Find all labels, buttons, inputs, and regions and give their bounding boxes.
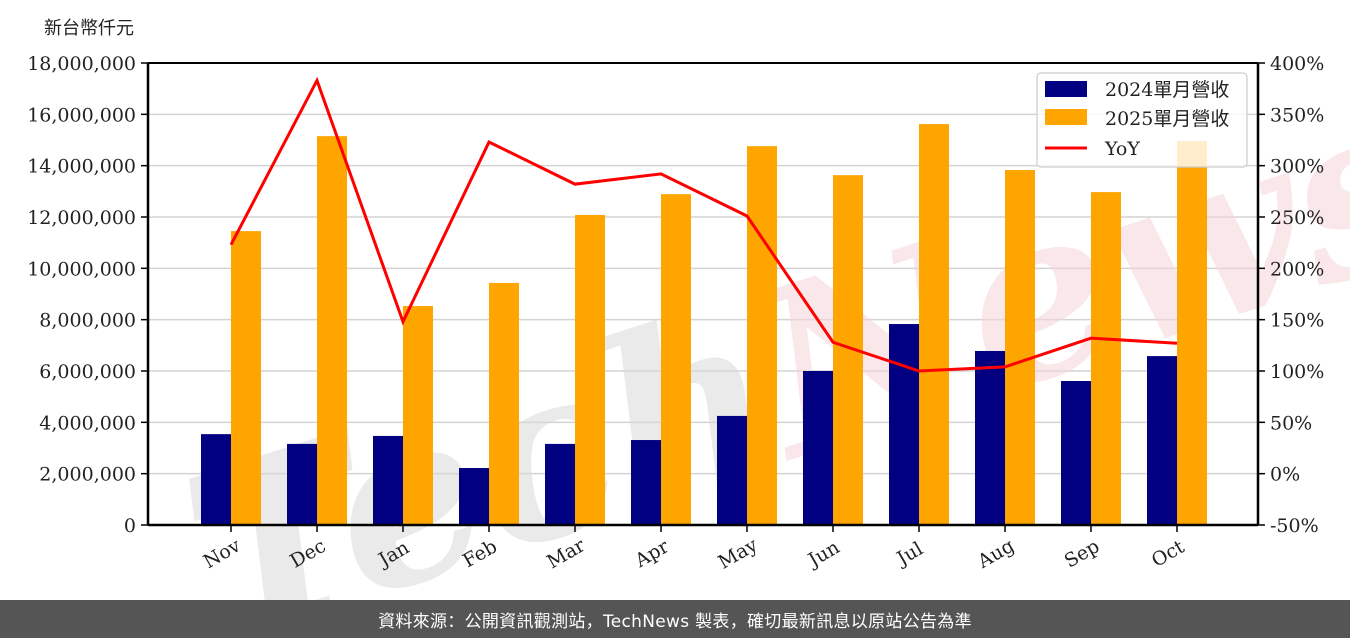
y-axis-unit-label: 新台幣仟元 [44, 18, 134, 39]
y-tick-label: 0 [124, 515, 136, 537]
source-footer: 資料來源：公開資訊觀測站，TechNews 製表，確切最新訊息以原站公告為準 [0, 600, 1350, 638]
y-right-tick-label: 350% [1270, 104, 1324, 126]
bar-2025-dec [317, 136, 347, 525]
y-right-tick-label: 150% [1270, 310, 1324, 332]
bar-2024-jun [803, 371, 833, 525]
bar-2024-mar [545, 443, 575, 525]
legend-swatch-2025 [1045, 109, 1087, 125]
bar-2024-feb [459, 468, 489, 525]
y-tick-label: 4,000,000 [39, 412, 136, 434]
bar-2025-jul [919, 124, 949, 525]
x-tick-label: Aug [973, 535, 1018, 574]
bar-2024-aug [975, 350, 1005, 525]
legend-swatch-2024 [1045, 81, 1087, 97]
y-right-tick-label: 250% [1270, 207, 1324, 229]
bar-2025-oct [1177, 141, 1207, 525]
bars [201, 124, 1207, 526]
x-tick-label: Sep [1061, 535, 1104, 572]
y-right-tick-label: -50% [1270, 515, 1319, 537]
bar-2025-nov [231, 231, 261, 525]
bar-2024-dec [287, 443, 317, 525]
legend: 2024單月營收 2025單月營收 YoY [1036, 72, 1248, 168]
bar-2025-jan [403, 306, 433, 525]
y-right-tick-label: 300% [1270, 156, 1324, 178]
revenue-chart: TechNews 02,000,0004,000,0006,000,0008,0… [27, 43, 1350, 600]
y-right-tick-label: 100% [1270, 361, 1324, 383]
bar-2025-mar [575, 214, 605, 526]
y-right-tick-label: 0% [1270, 464, 1300, 486]
bar-2025-sep [1091, 192, 1121, 525]
y-tick-label: 2,000,000 [39, 464, 136, 486]
legend-box [1036, 72, 1248, 168]
y-tick-label: 16,000,000 [27, 104, 136, 126]
bar-2025-feb [489, 282, 519, 525]
y-tick-label: 8,000,000 [39, 310, 136, 332]
bar-2024-apr [631, 440, 661, 525]
bar-2024-jul [889, 324, 919, 525]
x-tick-label: Oct [1148, 536, 1189, 572]
y-tick-label: 10,000,000 [27, 258, 136, 280]
bar-2024-may [717, 415, 747, 525]
legend-label-2024: 2024單月營收 [1105, 79, 1229, 101]
y-tick-label: 18,000,000 [27, 53, 136, 75]
legend-label-yoy: YoY [1104, 138, 1140, 160]
footer-text: 資料來源：公開資訊觀測站，TechNews 製表，確切最新訊息以原站公告為準 [378, 611, 972, 632]
bar-2024-nov [201, 434, 231, 525]
bar-2025-may [747, 146, 777, 525]
y-right-tick-label: 50% [1270, 412, 1312, 434]
bar-2024-jan [373, 435, 403, 525]
y-tick-label: 6,000,000 [39, 361, 136, 383]
bar-2025-apr [661, 194, 691, 525]
bar-2024-oct [1147, 356, 1177, 525]
legend-label-2025: 2025單月營收 [1105, 108, 1229, 130]
bar-2025-aug [1005, 170, 1035, 525]
x-tick-label: Jul [892, 538, 927, 571]
y-right-tick-label: 400% [1270, 53, 1324, 75]
y-tick-label: 12,000,000 [27, 207, 136, 229]
y-right-tick-label: 200% [1270, 258, 1324, 280]
yoy-line [229, 76, 1178, 373]
bar-2024-sep [1061, 381, 1091, 525]
y-tick-label: 14,000,000 [27, 156, 136, 178]
x-tick-label: Jun [803, 536, 844, 572]
yoy-polyline [229, 76, 1178, 373]
